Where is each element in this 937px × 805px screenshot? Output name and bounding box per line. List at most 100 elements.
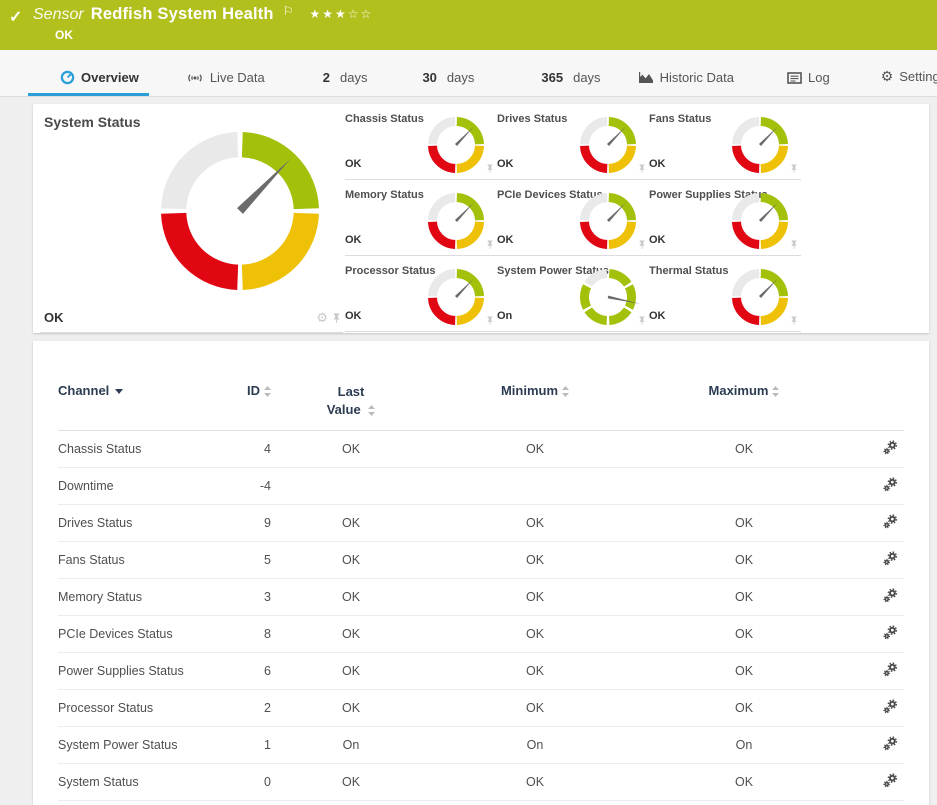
gauge-title: Fans Status bbox=[649, 113, 712, 125]
sensor-status-banner: ✓ Sensor Redfish System Health ⚐ ★★★☆☆ O… bbox=[0, 0, 937, 50]
cell-channel: Fans Status bbox=[58, 541, 223, 580]
main-gauge-section[interactable]: System Status OK ⚙ bbox=[40, 104, 343, 333]
column-header-last-value[interactable]: Last Value bbox=[271, 369, 431, 432]
cell-channel: System Status bbox=[58, 763, 223, 802]
cell-maximum: OK bbox=[639, 578, 849, 617]
pin-icon[interactable] bbox=[332, 312, 341, 324]
cell-minimum: OK bbox=[431, 652, 639, 691]
table-row: Fans Status 5 OK OK OK bbox=[58, 541, 904, 580]
pin-icon[interactable] bbox=[790, 315, 798, 326]
cell-id: 7 bbox=[223, 800, 271, 805]
cell-minimum: OK bbox=[431, 430, 639, 469]
gauge-value: OK bbox=[345, 234, 362, 246]
tab-2-days[interactable]: 2 days bbox=[321, 61, 370, 96]
gauge-title: Thermal Status bbox=[649, 265, 729, 277]
tab-overview[interactable]: Overview bbox=[28, 61, 149, 96]
channel-settings-icon[interactable] bbox=[883, 625, 898, 640]
channel-settings-icon[interactable] bbox=[883, 662, 898, 677]
channel-gauge-tile[interactable]: Chassis Status OK bbox=[345, 104, 497, 180]
gauge-title: System Power Status bbox=[497, 265, 609, 277]
channel-gauge-tile[interactable]: Processor Status OK bbox=[345, 256, 497, 332]
pin-icon[interactable] bbox=[790, 163, 798, 174]
pin-icon[interactable] bbox=[486, 315, 494, 326]
tab-365-days[interactable]: 365 days bbox=[539, 61, 602, 96]
channel-gauge-tile[interactable]: System Power Status On bbox=[497, 256, 649, 332]
cell-channel: Processor Status bbox=[58, 689, 223, 728]
channel-gauge bbox=[732, 117, 788, 173]
gauge-title: Power Supplies Status bbox=[649, 189, 768, 201]
cell-maximum: OK bbox=[639, 763, 849, 802]
tab-label: Live Data bbox=[209, 70, 265, 85]
gauge-value: On bbox=[497, 310, 513, 322]
gauge-value: OK bbox=[649, 310, 666, 322]
pin-icon[interactable] bbox=[638, 163, 646, 174]
channel-gauge-tile[interactable]: Drives Status OK bbox=[497, 104, 649, 180]
object-type-label: Sensor bbox=[33, 6, 84, 23]
channel-settings-icon[interactable] bbox=[883, 736, 898, 751]
main-gauge-title: System Status bbox=[44, 114, 141, 130]
channel-gauge-tile[interactable]: Memory Status OK bbox=[345, 180, 497, 256]
channel-settings-icon[interactable] bbox=[883, 477, 898, 492]
column-header-minimum[interactable]: Minimum bbox=[431, 369, 639, 432]
area-chart-icon bbox=[638, 71, 654, 84]
cell-maximum: OK bbox=[639, 800, 849, 805]
sort-icon bbox=[368, 404, 376, 416]
cell-minimum: OK bbox=[431, 615, 639, 654]
priority-stars[interactable]: ★★★☆☆ bbox=[309, 7, 374, 21]
cell-channel: Memory Status bbox=[58, 578, 223, 617]
channel-settings-icon[interactable] bbox=[883, 699, 898, 714]
tab-log[interactable]: Log bbox=[785, 61, 832, 96]
cell-last-value: OK bbox=[271, 541, 431, 580]
tab-historic-data[interactable]: Historic Data bbox=[636, 61, 736, 96]
channel-settings-icon[interactable] bbox=[883, 440, 898, 455]
table-row: System Status 0 OK OK OK bbox=[58, 763, 904, 802]
channel-gauge-tile[interactable]: PCIe Devices Status OK bbox=[497, 180, 649, 256]
cell-id: 9 bbox=[223, 504, 271, 543]
channel-settings-icon[interactable] bbox=[883, 514, 898, 529]
flag-icon[interactable]: ⚐ bbox=[282, 4, 294, 18]
column-header-maximum[interactable]: Maximum bbox=[639, 369, 849, 432]
pin-icon[interactable] bbox=[638, 239, 646, 250]
gauge-value: OK bbox=[497, 158, 514, 170]
channel-gauge bbox=[580, 117, 636, 173]
cell-id: 5 bbox=[223, 541, 271, 580]
pin-icon[interactable] bbox=[638, 315, 646, 326]
cell-id: 3 bbox=[223, 578, 271, 617]
table-row: Drives Status 9 OK OK OK bbox=[58, 504, 904, 543]
table-row: System Power Status 1 On On On bbox=[58, 726, 904, 765]
tab-live-data[interactable]: Live Data bbox=[184, 61, 267, 96]
pin-icon[interactable] bbox=[486, 239, 494, 250]
cell-last-value: OK bbox=[271, 800, 431, 805]
pin-icon[interactable] bbox=[486, 163, 494, 174]
tab-unit: days bbox=[339, 70, 368, 85]
cell-maximum: OK bbox=[639, 430, 849, 469]
cell-channel: Downtime bbox=[58, 467, 223, 506]
tab-settings[interactable]: ⚙ Settings bbox=[879, 59, 937, 96]
cell-channel: System Power Status bbox=[58, 726, 223, 765]
cell-last-value: OK bbox=[271, 763, 431, 802]
pin-icon[interactable] bbox=[790, 239, 798, 250]
table-row: Processor Status 2 OK OK OK bbox=[58, 689, 904, 728]
tab-30-days[interactable]: 30 days bbox=[420, 61, 476, 96]
cell-minimum: OK bbox=[431, 763, 639, 802]
cell-id: 6 bbox=[223, 652, 271, 691]
cell-last-value bbox=[271, 467, 431, 506]
tab-label: Overview bbox=[81, 70, 139, 85]
gear-icon[interactable]: ⚙ bbox=[316, 309, 328, 325]
column-header-id[interactable]: ID bbox=[223, 369, 271, 432]
table-row: Thermal Status 7 OK OK OK bbox=[58, 800, 904, 805]
gauge-value: OK bbox=[649, 158, 666, 170]
channel-gauge-tile[interactable]: Fans Status OK bbox=[649, 104, 801, 180]
channel-settings-icon[interactable] bbox=[883, 588, 898, 603]
channel-gauge-tile[interactable]: Power Supplies Status OK bbox=[649, 180, 801, 256]
channel-settings-icon[interactable] bbox=[883, 773, 898, 788]
column-header-channel[interactable]: Channel bbox=[58, 369, 223, 432]
channel-settings-icon[interactable] bbox=[883, 551, 898, 566]
cell-last-value: OK bbox=[271, 689, 431, 728]
channel-gauge-tile[interactable]: Thermal Status OK bbox=[649, 256, 801, 332]
table-row: Power Supplies Status 6 OK OK OK bbox=[58, 652, 904, 691]
table-row: PCIe Devices Status 8 OK OK OK bbox=[58, 615, 904, 654]
cell-maximum: OK bbox=[639, 652, 849, 691]
cell-minimum: OK bbox=[431, 541, 639, 580]
gauge-title: Drives Status bbox=[497, 113, 568, 125]
